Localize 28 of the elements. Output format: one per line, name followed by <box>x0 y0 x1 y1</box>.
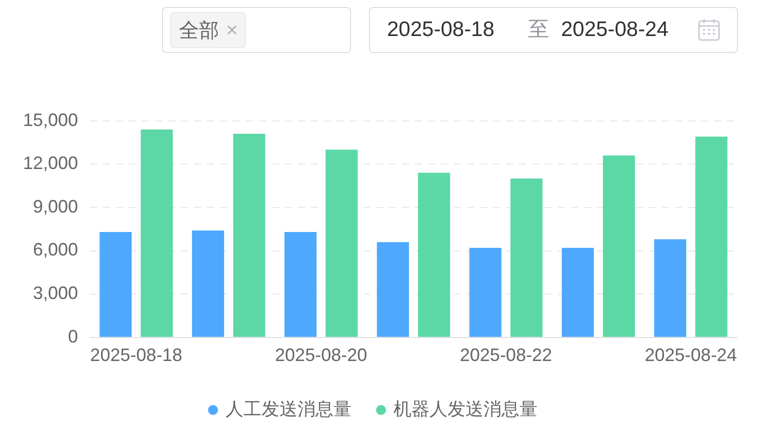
legend-label: 机器人发送消息量 <box>394 398 538 419</box>
x-tick-label: 2025-08-22 <box>460 345 552 366</box>
bar <box>602 155 635 337</box>
y-tick-label: 0 <box>68 326 78 346</box>
x-tick-label: 2025-08-20 <box>275 345 368 366</box>
bar <box>100 232 132 337</box>
bar <box>418 172 450 337</box>
y-tick-label: 12,000 <box>22 153 78 174</box>
x-tick-label: 2025-08-18 <box>90 345 182 366</box>
legend-label: 人工发送消息量 <box>226 398 352 419</box>
bar <box>376 242 409 337</box>
bar <box>284 232 317 337</box>
bar <box>233 134 266 337</box>
y-tick-label: 3,000 <box>32 283 78 304</box>
select-field: 全部 <box>162 7 351 53</box>
bar <box>510 178 543 337</box>
x-tick-label: 2025-08-24 <box>644 345 737 366</box>
y-tick-label: 9,000 <box>32 196 78 216</box>
bar <box>326 150 358 337</box>
bar <box>469 248 502 337</box>
bar <box>654 239 686 337</box>
bar <box>140 129 173 337</box>
y-tick-label: 6,000 <box>32 240 78 260</box>
y-tick-label: 15,000 <box>22 110 78 130</box>
bar <box>562 248 594 337</box>
bar <box>695 136 728 337</box>
date-range-field: 2025-08-18 至 2025-08-24 <box>369 7 738 53</box>
bar <box>192 230 224 337</box>
